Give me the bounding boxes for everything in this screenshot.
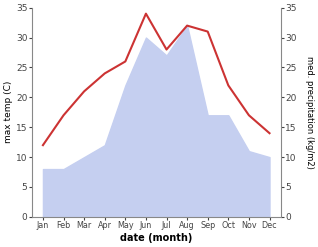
- Y-axis label: med. precipitation (kg/m2): med. precipitation (kg/m2): [305, 56, 314, 169]
- X-axis label: date (month): date (month): [120, 233, 192, 243]
- Y-axis label: max temp (C): max temp (C): [4, 81, 13, 144]
